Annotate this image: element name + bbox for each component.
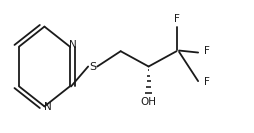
Text: S: S (89, 61, 96, 72)
Text: N: N (69, 40, 77, 51)
Text: N: N (44, 102, 51, 113)
Text: F: F (173, 14, 180, 24)
Text: OH: OH (141, 97, 156, 107)
Text: F: F (204, 46, 210, 56)
Text: F: F (204, 77, 210, 88)
